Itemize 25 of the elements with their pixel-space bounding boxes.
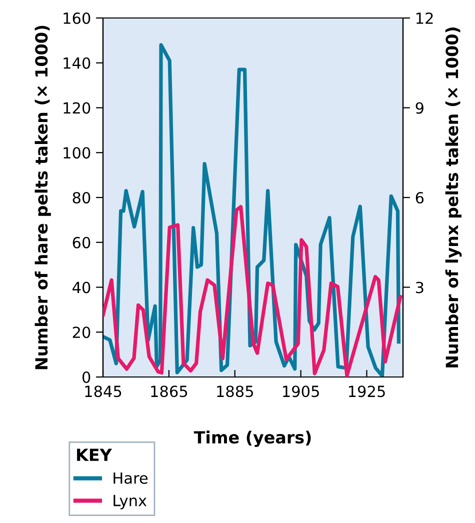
legend-title: KEY xyxy=(77,448,112,461)
y2-tick-label: 12 xyxy=(416,12,433,24)
x-axis-title: Time (years) xyxy=(194,430,311,447)
y-tick-label: 100 xyxy=(64,147,90,159)
legend-label: Hare xyxy=(114,472,148,484)
y-tick-label: 120 xyxy=(64,102,90,114)
y2-tick-label: 9 xyxy=(416,102,424,114)
y2-tick-label: 3 xyxy=(416,282,424,294)
y-tick-label: 140 xyxy=(64,57,90,69)
line-series xyxy=(103,43,401,377)
y-tick-label: 40 xyxy=(72,282,90,294)
y2-tick-label: 6 xyxy=(416,192,424,204)
x-tick-label: 1905 xyxy=(283,386,319,398)
y-tick-label: 60 xyxy=(72,236,90,248)
y-tick-label: 80 xyxy=(72,192,90,204)
x-tick-label: 1925 xyxy=(348,386,385,398)
x-tick-label: 1885 xyxy=(217,386,253,398)
x-tick-label: 1865 xyxy=(151,386,188,398)
y-tick-label: 160 xyxy=(64,12,90,24)
y2-axis-title: Number of lynx pelts taken (× 1000) xyxy=(445,28,462,368)
y-axis-title: Number of hare pelts taken (× 1000) xyxy=(34,26,51,370)
x-tick-label: 1845 xyxy=(85,386,122,398)
legend-label: Lynx xyxy=(114,494,147,510)
y-tick-label: 20 xyxy=(72,326,90,338)
y-tick-label: 0 xyxy=(82,371,90,384)
